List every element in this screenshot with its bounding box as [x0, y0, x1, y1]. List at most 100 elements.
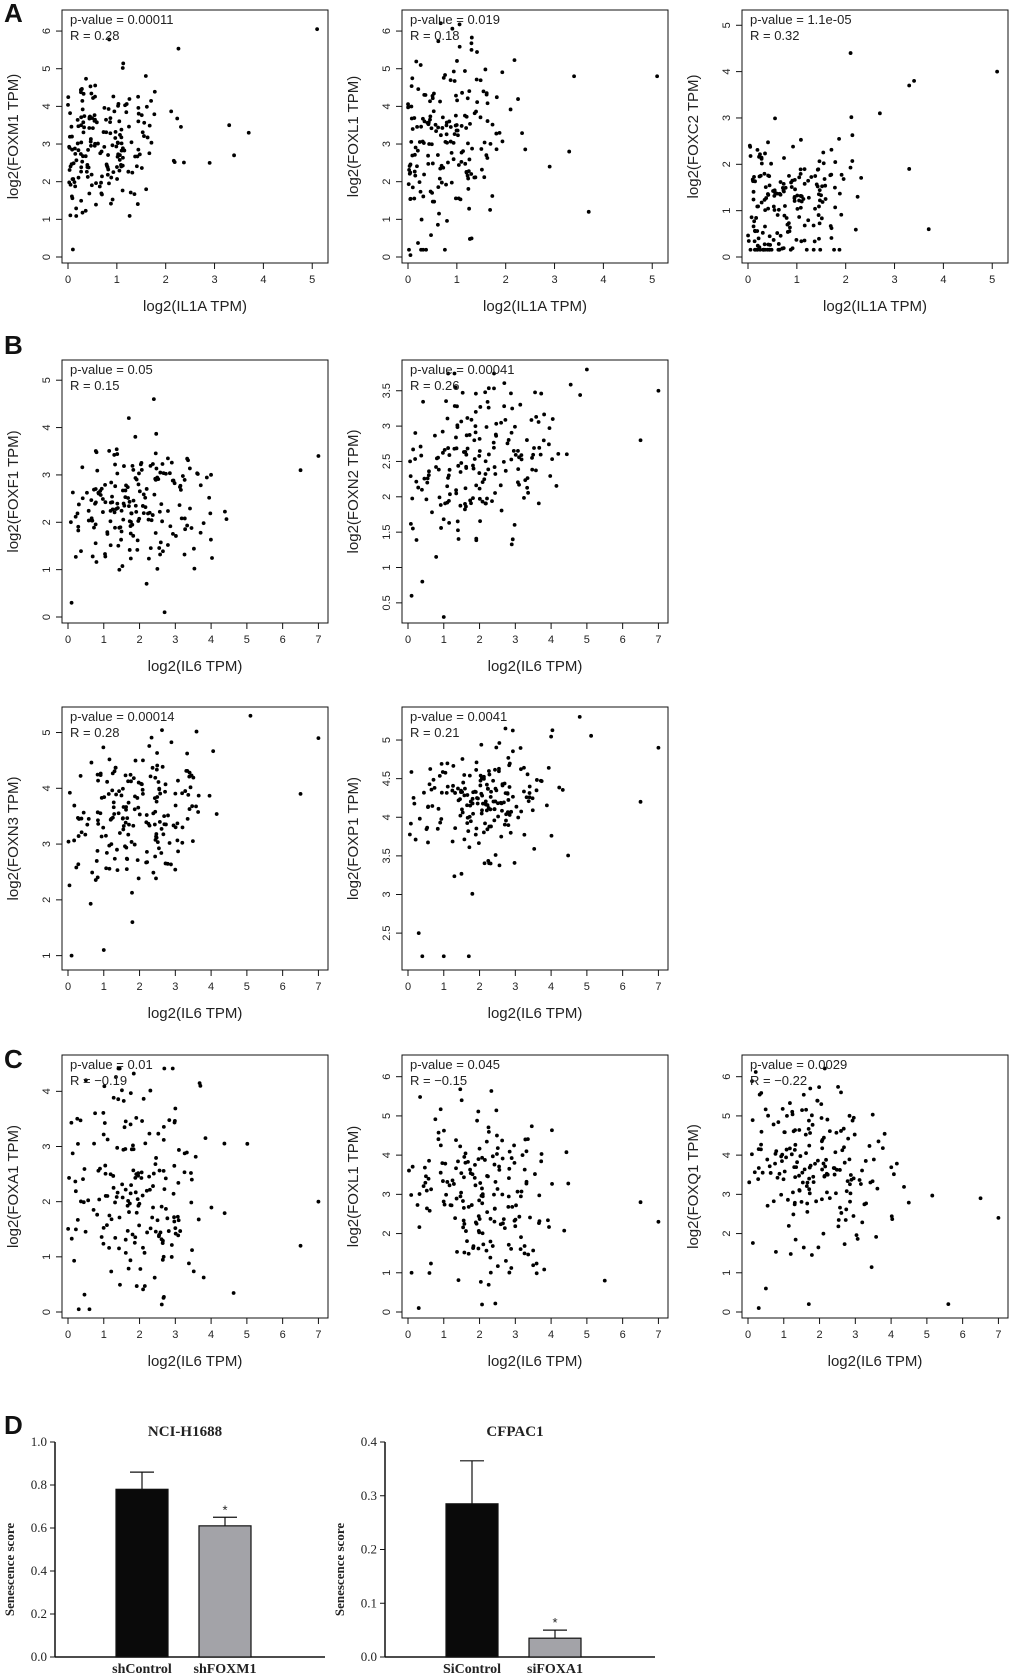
data-point [464, 1229, 468, 1233]
data-point [173, 803, 178, 808]
data-point [458, 1194, 463, 1199]
x-tick-label: 0 [405, 981, 411, 993]
data-point [147, 1174, 152, 1179]
y-tick-label: 5 [41, 729, 53, 735]
data-point [419, 217, 424, 222]
data-point [126, 779, 130, 784]
data-point [155, 566, 160, 571]
x-tick-label: 1 [794, 274, 800, 286]
data-point [784, 216, 789, 220]
data-point [143, 1141, 148, 1146]
data-point [806, 1302, 811, 1307]
data-point [836, 1084, 840, 1089]
data-point [123, 844, 127, 849]
data-point [807, 1165, 812, 1170]
data-point [298, 791, 303, 796]
data-point [448, 492, 452, 497]
data-point [858, 1182, 863, 1186]
data-point [475, 796, 479, 800]
data-point [407, 832, 412, 837]
data-point [792, 1147, 797, 1152]
data-point [208, 511, 213, 516]
x-tick-label: 5 [309, 274, 315, 286]
data-point [427, 782, 432, 787]
data-point [638, 1200, 643, 1205]
data-point [101, 1241, 106, 1246]
data-point [105, 779, 110, 784]
y-tick-label: 0 [721, 254, 733, 260]
data-point [115, 452, 120, 456]
data-point [161, 1254, 166, 1259]
data-point [153, 854, 158, 859]
data-point [473, 789, 477, 794]
data-point [420, 487, 424, 492]
data-point [148, 1226, 153, 1231]
data-point [480, 499, 485, 504]
data-point [453, 385, 458, 390]
data-point [107, 37, 112, 42]
data-point [80, 107, 85, 112]
y-axis-label: Senescence score [2, 1523, 17, 1616]
data-point [172, 1163, 177, 1168]
data-point [427, 1271, 432, 1275]
data-point [509, 391, 513, 396]
data-point [425, 825, 430, 830]
data-point [470, 796, 475, 801]
data-point [797, 1173, 801, 1178]
data-point [128, 190, 133, 195]
data-point [157, 819, 162, 824]
data-point [121, 824, 126, 828]
data-point [408, 253, 413, 258]
data-point [538, 778, 543, 783]
data-point [72, 180, 77, 185]
data-point [753, 247, 757, 252]
data-point [547, 442, 551, 447]
data-point [99, 191, 104, 196]
data-point [475, 100, 480, 105]
data-point [100, 497, 105, 501]
data-point [441, 954, 446, 959]
data-point [497, 769, 501, 774]
data-point [562, 1228, 567, 1233]
data-point [76, 148, 81, 153]
data-point [415, 1203, 420, 1207]
data-point [136, 805, 141, 810]
data-point [121, 805, 126, 809]
data-point [811, 223, 816, 228]
data-point [73, 1227, 78, 1232]
data-point [131, 533, 136, 538]
data-point [409, 104, 414, 109]
data-point [485, 803, 490, 808]
data-point [169, 740, 174, 745]
data-point [502, 381, 507, 386]
data-point [79, 123, 83, 128]
x-tick-label: 0 [65, 1329, 71, 1341]
data-point [456, 786, 460, 791]
data-point [469, 172, 474, 176]
data-point [509, 1266, 514, 1270]
data-point [471, 811, 475, 816]
data-point [477, 1198, 482, 1203]
data-point [142, 1284, 147, 1288]
data-point [880, 1146, 885, 1150]
data-point [483, 821, 487, 826]
data-point [788, 1146, 792, 1151]
data-point [409, 1193, 414, 1197]
data-point [419, 453, 424, 458]
data-point [484, 501, 488, 506]
data-point [76, 502, 81, 507]
data-point [104, 833, 108, 838]
data-point [103, 482, 107, 487]
data-point [452, 404, 457, 408]
y-tick-label: 1 [41, 567, 53, 573]
data-point [81, 1177, 85, 1181]
data-point [121, 155, 125, 160]
data-point [179, 124, 183, 129]
x-axis-label: log2(IL6 TPM) [828, 1353, 923, 1370]
data-point [438, 1143, 443, 1148]
data-point [510, 406, 515, 411]
data-point [169, 1255, 174, 1259]
y-tick-label: 2 [41, 179, 53, 185]
data-point [76, 528, 81, 533]
data-point [104, 866, 109, 871]
